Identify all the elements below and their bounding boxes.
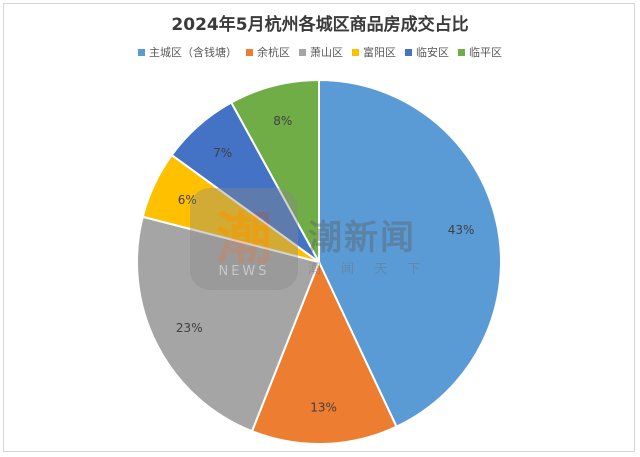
legend-label: 余杭区 <box>257 46 290 59</box>
pie-slice <box>229 78 320 263</box>
chart-legend: 主城区（含钱塘） 余杭区 萧山区 富阳区 临安区 临平区 <box>0 44 640 60</box>
legend-label: 临安区 <box>416 46 449 59</box>
pie-slice <box>136 215 321 433</box>
legend-item: 富阳区 <box>352 44 396 60</box>
pie-data-label: 13% <box>310 401 337 415</box>
pie-slice <box>318 78 502 429</box>
pie-data-label: 43% <box>448 223 475 237</box>
legend-swatch <box>405 48 412 56</box>
legend-item: 主城区（含钱塘） <box>138 44 237 60</box>
legend-swatch <box>138 48 145 56</box>
pie-data-label: 8% <box>273 114 292 128</box>
legend-label: 富阳区 <box>363 46 396 59</box>
legend-swatch <box>299 48 306 56</box>
watermark-name: 潮新闻 <box>308 218 416 258</box>
watermark: 潮 NEWS 潮新闻 潮 闻 天 下 <box>190 188 450 298</box>
watermark-slogan: 潮 闻 天 下 <box>308 262 429 277</box>
legend-item: 萧山区 <box>299 44 343 60</box>
pie-slice <box>250 259 398 445</box>
legend-swatch <box>246 48 253 56</box>
watermark-logo: 潮 NEWS <box>190 188 298 290</box>
pie-labels: 43% 13% 23% 6% 7% 8% <box>176 114 474 415</box>
legend-label: 主城区（含钱塘） <box>149 46 237 59</box>
watermark-logo-text: NEWS <box>218 264 270 279</box>
legend-item: 临平区 <box>458 44 502 60</box>
pie-data-label: 6% <box>178 193 197 207</box>
pie-data-label: 7% <box>213 146 232 160</box>
chart-title: 2024年5月杭州各城区商品房成交占比 <box>171 15 469 35</box>
pie-data-label: 23% <box>176 321 203 335</box>
legend-label: 临平区 <box>469 46 502 59</box>
watermark-logo-glyph: 潮 <box>216 207 272 272</box>
legend-label: 萧山区 <box>310 46 343 59</box>
legend-item: 临安区 <box>405 44 449 60</box>
legend-item: 余杭区 <box>246 44 290 60</box>
legend-swatch <box>458 48 465 56</box>
pie-slices <box>136 78 502 445</box>
legend-swatch <box>352 48 359 56</box>
